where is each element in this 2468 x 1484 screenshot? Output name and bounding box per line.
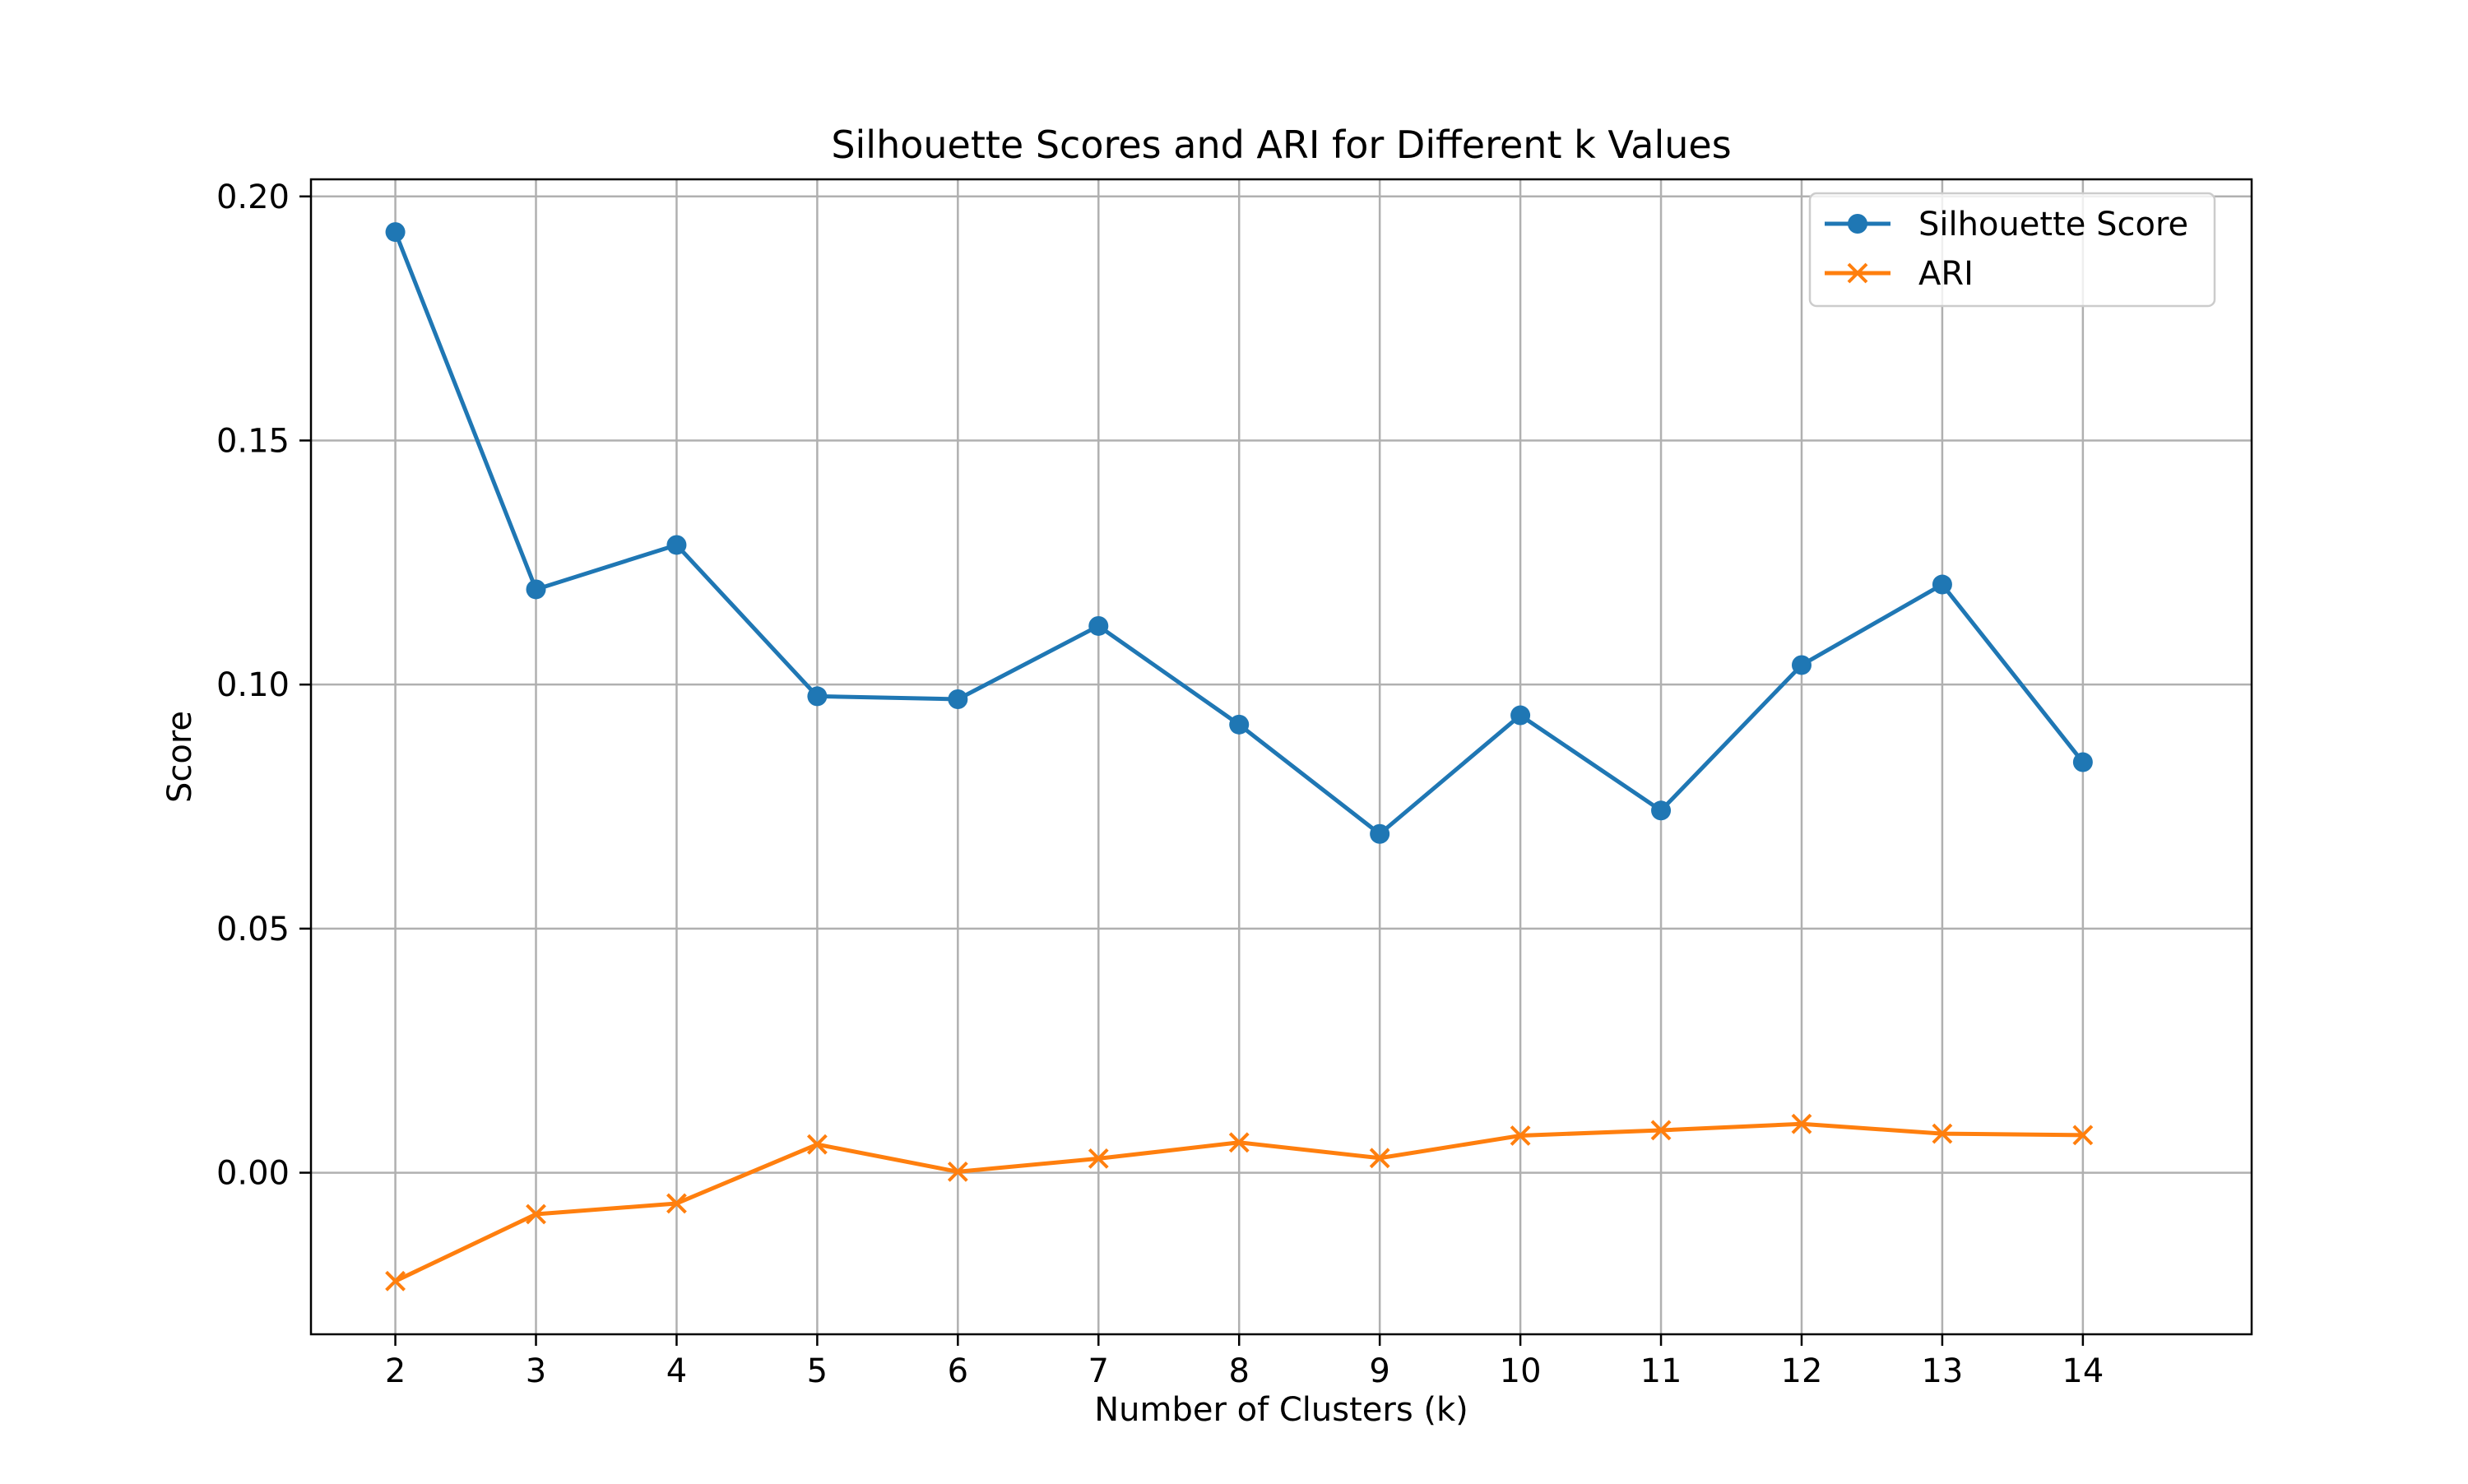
- data-point: [1510, 1125, 1531, 1146]
- y-tick-label: 0.10: [216, 666, 290, 704]
- data-point: [526, 579, 546, 600]
- data-point: [1088, 615, 1109, 636]
- data-point: [666, 535, 687, 555]
- y-tick-label: 0.00: [216, 1155, 290, 1193]
- legend-label: Silhouette Score: [1918, 206, 2188, 243]
- legend: Silhouette Score ARI: [1808, 192, 2216, 308]
- chart-title: Silhouette Scores and ARI for Different …: [831, 123, 1731, 167]
- series-layer: [385, 222, 2094, 1292]
- legend-box: [1808, 192, 2216, 308]
- data-point: [1088, 1148, 1109, 1169]
- x-tick-label: 10: [1500, 1352, 1542, 1390]
- plot-frame: [309, 178, 2253, 1336]
- data-point: [1791, 1113, 1812, 1134]
- data-point: [807, 686, 828, 707]
- x-tick-label: 4: [666, 1352, 687, 1390]
- y-tick-label: 0.05: [216, 911, 290, 948]
- y-tick-label: 0.15: [216, 422, 290, 460]
- x-tick-label: 2: [385, 1352, 406, 1390]
- y-tick-label: 0.20: [216, 179, 290, 216]
- legend-marker-circle: [1848, 214, 1867, 234]
- data-point: [385, 222, 406, 243]
- data-point: [1229, 714, 1250, 735]
- x-tick-label: 9: [1369, 1352, 1389, 1390]
- data-point: [1228, 1132, 1250, 1153]
- x-tick-label: 14: [2062, 1352, 2104, 1390]
- data-point: [1791, 655, 1812, 675]
- x-tick-label: 6: [948, 1352, 968, 1390]
- data-point: [385, 1270, 406, 1292]
- x-tick-label: 5: [807, 1352, 828, 1390]
- y-axis-label: Score: [161, 711, 199, 803]
- legend-label: ARI: [1918, 255, 1974, 293]
- data-point: [2072, 752, 2093, 772]
- data-point: [1650, 1120, 1672, 1141]
- series-silhouette-score: [385, 222, 2093, 844]
- x-tick-label: 7: [1088, 1352, 1109, 1390]
- x-tick-label: 12: [1781, 1352, 1823, 1390]
- axis-layer: 2 3 4 5 6 7 8 9 10 11 12 13 14 0.00 0.05 0.10 0.15 0.20: [216, 179, 2104, 1390]
- data-point: [806, 1134, 828, 1155]
- data-point: [666, 1193, 687, 1214]
- x-tick-label: 13: [1921, 1352, 1963, 1390]
- series-ari: [385, 1113, 2094, 1292]
- data-point: [2072, 1125, 2094, 1146]
- data-point: [1370, 823, 1390, 844]
- data-point: [1369, 1148, 1390, 1169]
- data-point: [526, 1203, 546, 1225]
- legend-entry: Silhouette Score: [1825, 206, 2188, 243]
- x-tick-label: 8: [1228, 1352, 1249, 1390]
- x-axis-label: Number of Clusters (k): [1094, 1391, 1468, 1429]
- data-point: [1651, 800, 1672, 821]
- legend-entry: ARI: [1825, 255, 1974, 293]
- grid-layer: [311, 179, 2252, 1334]
- legend-marker-x: [1847, 262, 1868, 284]
- x-tick-label: 3: [526, 1352, 546, 1390]
- data-point: [948, 689, 968, 709]
- x-tick-label: 11: [1640, 1352, 1682, 1390]
- data-point: [1932, 1123, 1953, 1144]
- data-point: [1510, 705, 1531, 726]
- data-point: [947, 1161, 968, 1182]
- data-point: [1932, 574, 1952, 595]
